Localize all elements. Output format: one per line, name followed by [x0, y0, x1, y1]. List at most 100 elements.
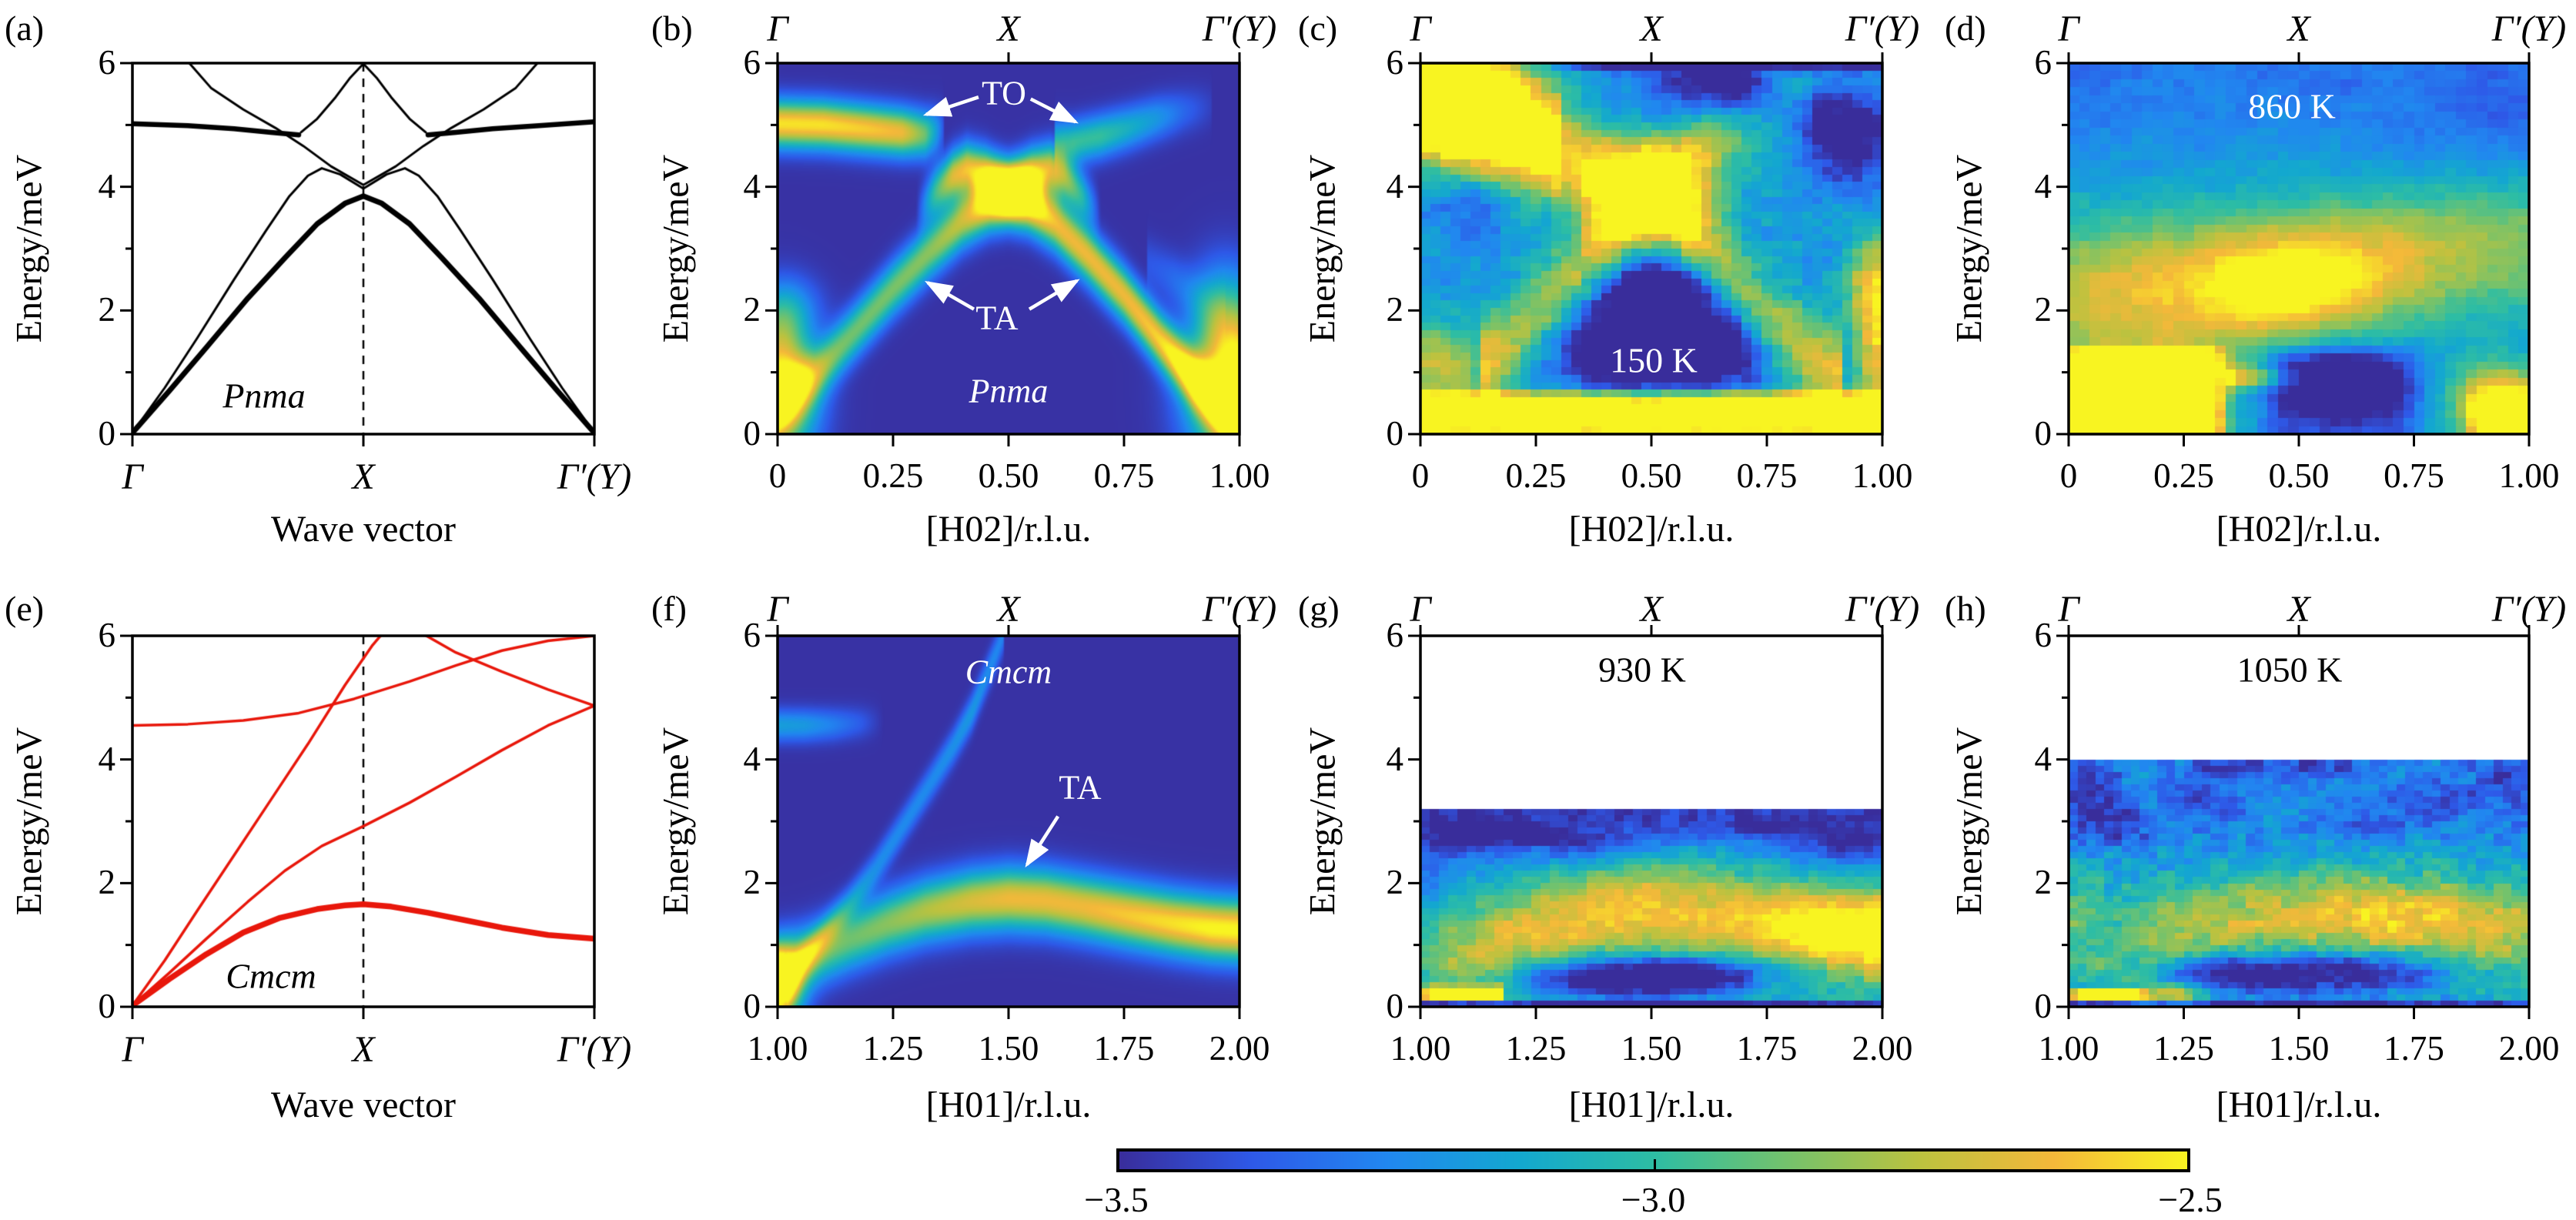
x-tick-label: 1.75 [2384, 1029, 2444, 1068]
annotation-text: 150 K [1610, 340, 1698, 380]
y-tick-label: 6 [1386, 43, 1404, 82]
x-tick-label: 0.50 [1621, 456, 1682, 495]
x-tick-label: 0.75 [1736, 456, 1798, 495]
axes-overlay-e [120, 634, 596, 1019]
x-tick-label: 1.25 [862, 1029, 924, 1068]
x-axis-sym-label: X [352, 456, 375, 497]
top-axis-sym-label: X [2287, 589, 2310, 630]
x-axis-sym-label: Γ′(Y) [557, 456, 632, 497]
x-axis-label: Wave vector [271, 1085, 456, 1125]
top-axis-sym-label: Γ′(Y) [1845, 589, 1920, 630]
y-tick-label: 6 [743, 616, 761, 654]
x-tick-label: 0 [2059, 456, 2078, 495]
top-axis-sym-label: Γ′(Y) [2491, 589, 2567, 630]
annotation-text: Cmcm [226, 956, 316, 996]
x-axis-sym-label: Γ [122, 1029, 143, 1070]
y-tick-label: 2 [2034, 863, 2052, 902]
axes-overlay-h [2056, 625, 2531, 1019]
top-axis-sym-label: Γ [2058, 589, 2079, 630]
annotation-arrow [1029, 97, 1079, 124]
line-plot-canvas-a [132, 63, 594, 434]
y-tick-label: 6 [1386, 616, 1404, 654]
annotation-text: Pnma [222, 376, 306, 416]
top-axis-sym-label: X [997, 589, 1020, 630]
y-tick-label: 4 [98, 166, 116, 206]
top-axis-sym-label: Γ [1410, 8, 1431, 49]
annotation-text: Pnma [969, 372, 1049, 410]
x-tick-label: 1.00 [2038, 1029, 2099, 1068]
top-axis-sym-label: X [997, 8, 1020, 49]
heatmap-canvas-g [1420, 636, 1882, 1007]
heatmap-canvas-b [778, 63, 1239, 434]
x-tick-label: 0.50 [978, 456, 1039, 495]
y-tick-label: 0 [743, 414, 761, 453]
y-tick-label: 0 [2034, 414, 2052, 453]
panel-letter-h: (h) [1945, 589, 1986, 628]
panel-letter-a: (a) [5, 8, 45, 48]
y-tick-label: 6 [2034, 43, 2052, 82]
y-tick-label: 6 [743, 43, 761, 82]
x-tick-label: 1.50 [2268, 1029, 2330, 1068]
x-tick-label: 1.00 [1209, 456, 1270, 495]
x-axis-label: [H02]/r.l.u. [925, 509, 1092, 550]
x-tick-label: 0.25 [862, 456, 924, 495]
heatmap-canvas-h [2069, 636, 2529, 1007]
y-tick-label: 4 [743, 739, 761, 778]
top-axis-sym-label: Γ′(Y) [1845, 8, 1920, 49]
x-axis-sym-label: Γ′(Y) [557, 1029, 632, 1070]
x-axis-label: Wave vector [271, 509, 456, 550]
y-tick-label: 4 [98, 739, 116, 778]
top-axis-sym-label: X [1640, 589, 1663, 630]
x-tick-label: 1.00 [1390, 1029, 1451, 1068]
annotation-text: 1050 K [2236, 650, 2343, 690]
axes-overlay-f [765, 625, 1241, 1019]
x-tick-label: 0.75 [1093, 456, 1155, 495]
y-tick-label: 2 [98, 863, 116, 902]
y-tick-label: 6 [98, 616, 116, 654]
y-tick-label: 4 [743, 166, 761, 206]
x-tick-label: 1.50 [1621, 1029, 1682, 1068]
panel-letter-c: (c) [1298, 8, 1338, 48]
x-tick-label: 0.25 [2153, 456, 2214, 495]
panel-letter-f: (f) [651, 589, 687, 628]
top-axis-sym-label: Γ′(Y) [1202, 8, 1277, 49]
annotation-text: TO [982, 74, 1026, 112]
y-axis-label: Energy/meV [655, 154, 697, 343]
x-tick-label: 1.00 [2498, 456, 2560, 495]
y-tick-label: 2 [743, 863, 761, 902]
y-tick-label: 2 [1386, 290, 1404, 329]
x-axis-label: [H01]/r.l.u. [2216, 1085, 2382, 1125]
x-axis-sym-label: X [352, 1029, 375, 1070]
heatmap-canvas-f [778, 636, 1239, 1007]
axes-overlay-g [1408, 625, 1884, 1019]
y-axis-label: Energy/meV [1949, 727, 1990, 916]
annotation-arrow [1028, 279, 1080, 311]
colorbar-mid-tick [1653, 1159, 1656, 1169]
y-tick-label: 4 [1386, 166, 1404, 206]
annotation-text: Cmcm [965, 653, 1052, 691]
y-tick-label: 0 [98, 987, 116, 1025]
y-tick-label: 0 [98, 414, 116, 453]
axes-overlay-b [765, 52, 1241, 446]
x-axis-label: [H01]/r.l.u. [925, 1085, 1092, 1125]
axes-overlay-a [120, 62, 596, 446]
top-axis-sym-label: Γ [2058, 8, 2079, 49]
y-axis-label: Energy/meV [8, 154, 50, 343]
axes-overlay-c [1408, 52, 1884, 446]
y-tick-label: 6 [98, 43, 116, 82]
x-tick-label: 1.25 [1505, 1029, 1567, 1068]
y-axis-label: Energy/meV [1949, 154, 1990, 343]
x-tick-label: 2.00 [1209, 1029, 1270, 1068]
top-axis-sym-label: Γ′(Y) [1202, 589, 1277, 630]
y-tick-label: 4 [2034, 166, 2052, 206]
colorbar-tick-label: −2.5 [2158, 1180, 2223, 1219]
x-tick-label: 0.25 [1505, 456, 1567, 495]
top-axis-sym-label: X [1640, 8, 1663, 49]
colorbar [1116, 1148, 2190, 1172]
top-axis-sym-label: Γ [767, 8, 788, 49]
y-axis-label: Energy/meV [1302, 727, 1343, 916]
x-tick-label: 0.50 [2268, 456, 2330, 495]
x-tick-label: 1.00 [747, 1029, 808, 1068]
annotation-text: TA [1059, 768, 1102, 807]
x-tick-label: 1.50 [978, 1029, 1039, 1068]
